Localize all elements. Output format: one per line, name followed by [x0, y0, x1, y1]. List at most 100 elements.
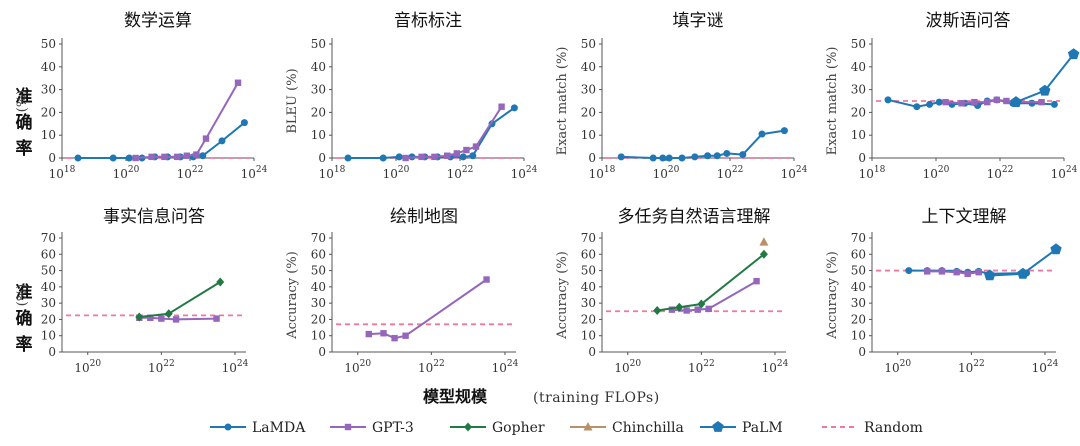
panel-title: 上下文理解 — [922, 207, 1007, 227]
series-gpt-3 — [132, 79, 242, 162]
y-tick-label: 40 — [851, 60, 866, 74]
y-tick-label: 0 — [588, 151, 596, 165]
data-point — [402, 332, 409, 339]
data-point — [147, 314, 154, 321]
data-point — [953, 269, 960, 276]
row-label-char: 确 — [16, 112, 33, 133]
y-tick-label: 10 — [311, 329, 326, 343]
legend-item-palm: PaLM — [700, 420, 783, 436]
legend-item-random: Random — [822, 420, 923, 436]
data-point — [683, 307, 690, 314]
y-tick-label: 10 — [581, 329, 596, 343]
data-point — [942, 98, 949, 106]
data-point — [723, 149, 731, 157]
data-point — [993, 96, 1000, 104]
data-point — [135, 312, 144, 322]
data-point — [958, 100, 965, 107]
series-lamda — [344, 104, 518, 162]
data-point — [675, 302, 684, 312]
data-point — [125, 154, 133, 162]
series-line — [139, 281, 221, 318]
data-point — [913, 103, 921, 111]
data-point — [1038, 98, 1045, 106]
y-tick-label: 30 — [851, 83, 866, 97]
y-tick-label: 60 — [851, 247, 866, 261]
row-label-char: 准 — [16, 87, 33, 107]
y-tick-label: 50 — [581, 37, 596, 51]
data-point — [498, 103, 505, 110]
y-axis-label: BLEU (%) — [285, 68, 300, 133]
y-tick-label: 40 — [311, 60, 326, 74]
y-tick-label: 20 — [581, 312, 596, 326]
x-tick-label: 1024 — [241, 165, 268, 181]
data-point — [964, 270, 971, 278]
y-tick-label: 50 — [311, 37, 326, 51]
data-point — [431, 153, 438, 161]
y-tick-label: 10 — [851, 128, 866, 142]
data-point — [753, 277, 760, 285]
data-point — [74, 154, 82, 162]
y-tick-label: 50 — [41, 264, 56, 278]
data-point — [380, 330, 387, 337]
data-point — [984, 98, 991, 106]
x-tick-label: 1024 — [1051, 165, 1078, 181]
x-tick-label: 1020 — [923, 165, 950, 181]
series-gopher — [135, 277, 225, 322]
legend-item-gpt-3: GPT-3 — [330, 420, 414, 436]
panel-title: 事实信息问答 — [103, 207, 205, 227]
data-point — [924, 268, 931, 275]
x-axis-title: 模型规模 — [423, 387, 488, 406]
y-tick-label: 40 — [581, 280, 596, 294]
y-tick-label: 70 — [311, 231, 326, 245]
y-tick-label: 30 — [41, 296, 56, 310]
data-point — [1028, 99, 1036, 107]
row-label-char: 率 — [16, 138, 33, 159]
panel-title: 填字谜 — [673, 11, 724, 31]
series-line — [657, 253, 765, 312]
series-line — [135, 82, 239, 159]
y-tick-label: 40 — [581, 60, 596, 74]
data-point — [469, 152, 477, 160]
series-chinchilla — [759, 237, 769, 246]
legend-item-gopher: Gopher — [450, 420, 545, 436]
legend-label: Random — [864, 420, 923, 436]
y-axis-label: (%) — [15, 284, 30, 307]
x-tick-label: 1024 — [1032, 359, 1059, 375]
y-tick-label: 10 — [581, 128, 596, 142]
data-point — [905, 267, 913, 275]
data-point — [739, 151, 747, 159]
data-point — [694, 306, 701, 313]
y-tick-label: 20 — [311, 312, 326, 326]
data-point — [213, 315, 220, 322]
y-tick-label: 30 — [581, 83, 596, 97]
y-tick-label: 50 — [851, 264, 866, 278]
y-tick-label: 30 — [311, 296, 326, 310]
y-tick-label: 70 — [581, 231, 596, 245]
data-point — [183, 152, 190, 159]
data-point — [453, 150, 460, 157]
y-tick-label: 0 — [588, 345, 596, 359]
series-palm — [1010, 48, 1080, 107]
y-axis-label: Accuracy (%) — [285, 251, 300, 340]
data-point — [344, 154, 352, 162]
y-tick-label: 0 — [858, 151, 866, 165]
x-axis-subtitle: (training FLOPs) — [533, 390, 660, 406]
x-tick-label: 1020 — [383, 165, 410, 181]
y-tick-label: 10 — [41, 329, 56, 343]
y-tick-label: 20 — [581, 105, 596, 119]
data-point — [391, 334, 398, 342]
y-tick-label: 30 — [851, 296, 866, 310]
y-tick-label: 20 — [41, 105, 56, 119]
data-point — [713, 152, 721, 160]
x-tick-label: 1018 — [859, 165, 886, 181]
data-point — [1010, 96, 1022, 107]
data-point — [132, 154, 139, 162]
data-point — [459, 153, 467, 161]
y-tick-label: 10 — [41, 128, 56, 142]
y-axis-label: Exact match (%) — [825, 47, 840, 156]
